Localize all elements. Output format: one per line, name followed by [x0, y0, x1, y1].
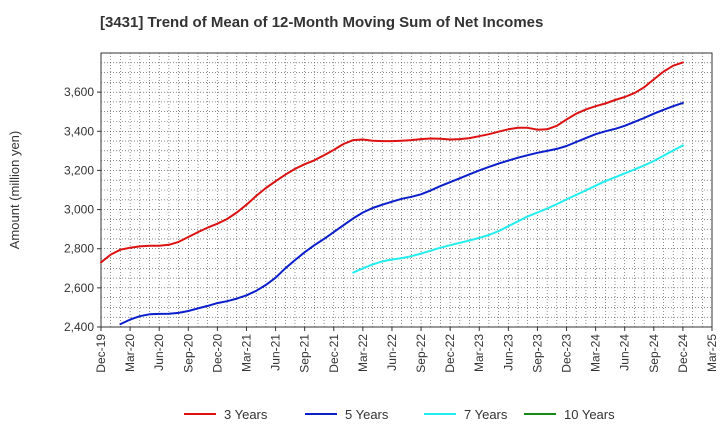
- y-tick-label: 3,200: [64, 163, 94, 177]
- x-tick-label: Dec-21: [327, 334, 341, 373]
- y-tick-label: 3,600: [64, 85, 94, 99]
- x-tick-label: Mar-21: [239, 334, 253, 372]
- x-tick-label: Sep-23: [530, 334, 544, 373]
- x-tick-label: Jun-21: [269, 334, 283, 371]
- series-line-5-years: [216, 101, 684, 305]
- x-tick-label: Dec-24: [676, 334, 690, 373]
- x-tick-label: Jun-23: [501, 334, 515, 371]
- plot-frame: [100, 52, 713, 328]
- legend-label: 3 Years: [224, 407, 268, 422]
- x-tick-label: Sep-22: [414, 334, 428, 373]
- axis-layer: 2,400 2,600 2,800 3,000 3,200 3,400 3,600 Dec-1…: [7, 85, 719, 373]
- x-tick-label: Mar-20: [123, 334, 137, 372]
- x-tick-label: Sep-20: [181, 334, 195, 373]
- y-axis-title: Amount (million yen): [7, 131, 22, 250]
- x-tick-label: Jun-20: [152, 334, 166, 371]
- x-tick-label: Dec-22: [443, 334, 457, 373]
- chart-title: [3431] Trend of Mean of 12-Month Moving …: [100, 14, 544, 31]
- y-tick-label: 2,400: [64, 320, 94, 334]
- x-tick-label: Sep-21: [298, 334, 312, 373]
- y-tick-label: 2,800: [64, 242, 94, 256]
- x-tick-label: Jun-24: [618, 334, 632, 371]
- legend-label: 10 Years: [564, 407, 615, 422]
- series-line-7-years: [352, 144, 684, 274]
- x-tick-label: Mar-23: [472, 334, 486, 372]
- x-tick-label: Mar-25: [705, 334, 719, 372]
- x-tick-label: Sep-24: [647, 334, 661, 373]
- legend-label: 7 Years: [464, 407, 508, 422]
- x-tick-label: Dec-20: [210, 334, 224, 373]
- y-tick-label: 3,000: [64, 203, 94, 217]
- x-tick-label: Jun-22: [385, 334, 399, 371]
- legend-label: 5 Years: [345, 407, 389, 422]
- series-layer: [100, 61, 684, 326]
- legend-layer: 3 Years 5 Years 7 Years 10 Years: [184, 407, 615, 422]
- y-tick-label: 2,600: [64, 281, 94, 295]
- series-line-3-years: [100, 61, 684, 264]
- x-tick-label: Mar-22: [356, 334, 370, 372]
- y-tick-label: 3,400: [64, 124, 94, 138]
- x-tick-label: Dec-19: [94, 334, 108, 373]
- series-line-5-years-early: [119, 302, 219, 326]
- x-tick-label: Mar-24: [589, 334, 603, 372]
- grid-layer: [100, 52, 713, 328]
- x-tick-label: Dec-23: [560, 334, 574, 373]
